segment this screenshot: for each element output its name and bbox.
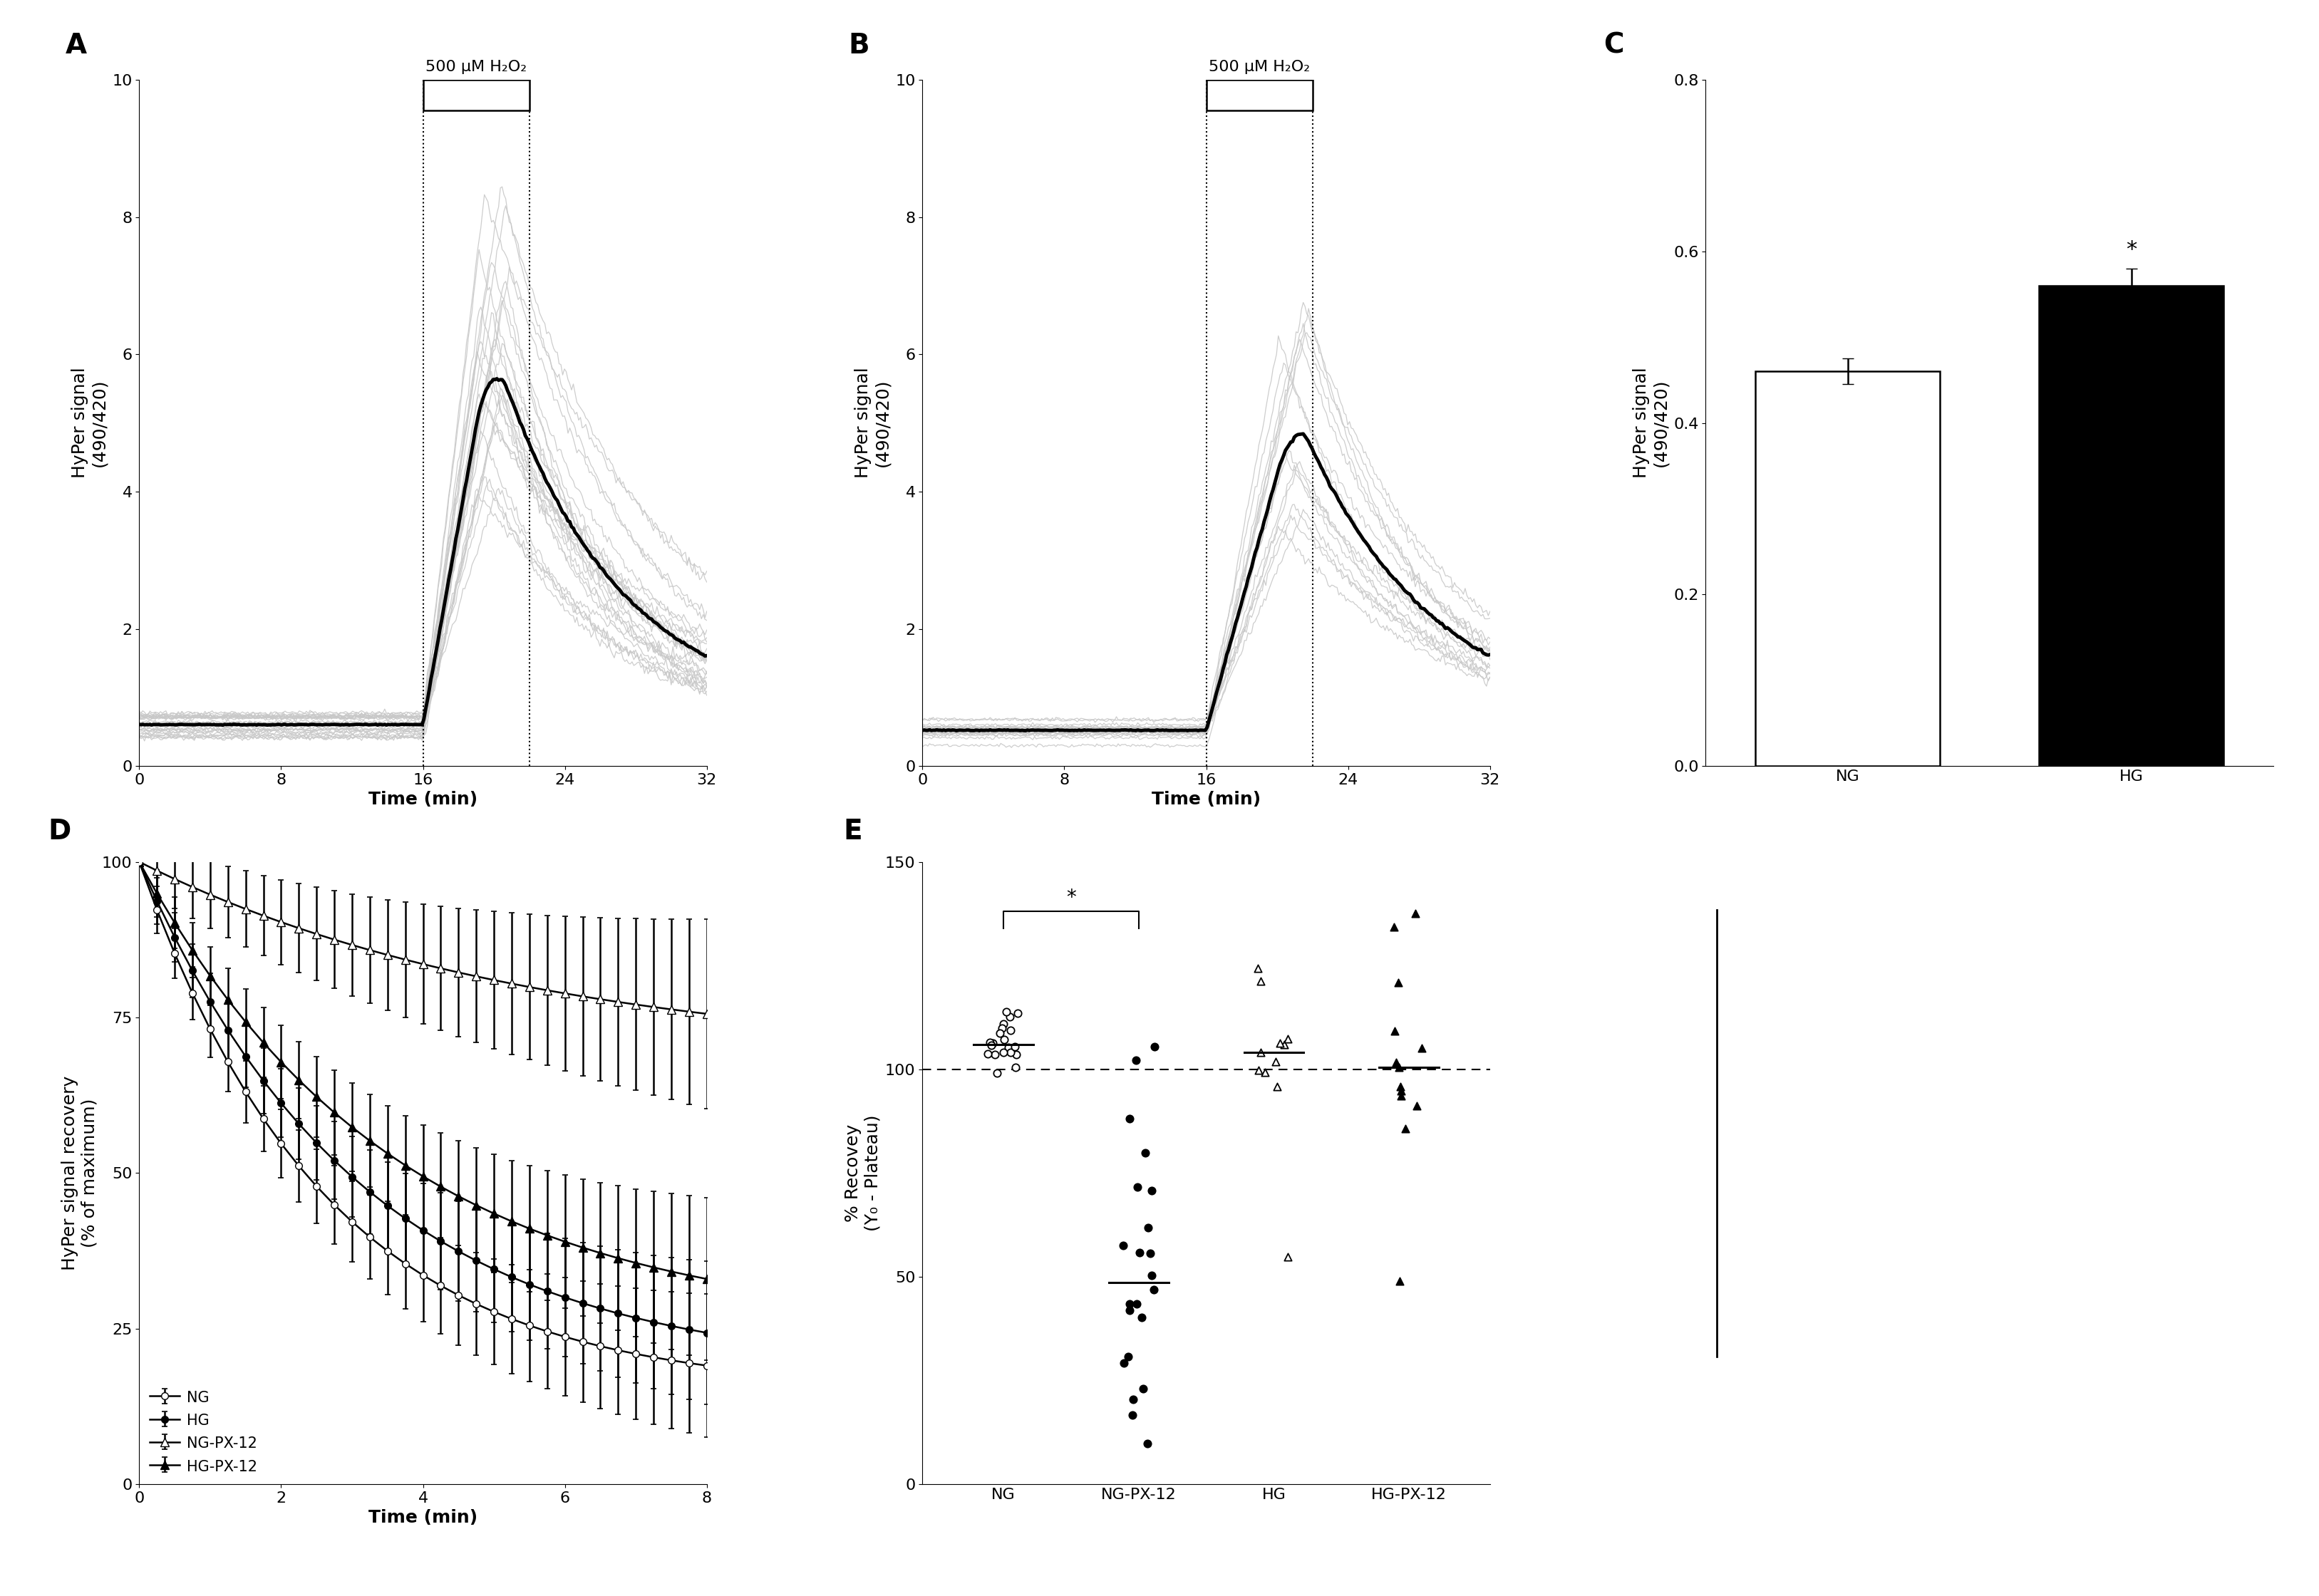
Point <box>1118 1291 1155 1317</box>
Point <box>976 1042 1013 1068</box>
Point <box>979 1060 1016 1085</box>
Bar <box>422 80 529 110</box>
Point <box>1268 1026 1306 1052</box>
Point <box>1403 1036 1440 1061</box>
Point <box>993 1041 1030 1066</box>
Point <box>986 1026 1023 1052</box>
Point <box>1266 1031 1303 1057</box>
Point <box>1382 1074 1419 1100</box>
Y-axis label: HyPer signal
(490/420): HyPer signal (490/420) <box>853 367 890 479</box>
Point <box>1134 1277 1171 1302</box>
Y-axis label: HyPer signal
(490/420): HyPer signal (490/420) <box>72 367 109 479</box>
Point <box>1125 1376 1162 1401</box>
Point <box>1104 1350 1141 1376</box>
Point <box>1104 1232 1141 1258</box>
Point <box>1136 1034 1173 1060</box>
Point <box>993 1018 1030 1044</box>
Point <box>1113 1403 1150 1428</box>
Text: *: * <box>2124 239 2136 260</box>
Text: B: B <box>849 32 870 59</box>
Y-axis label: HyPer signal recovery
(% of maximum): HyPer signal recovery (% of maximum) <box>60 1076 97 1270</box>
Point <box>983 1039 1020 1065</box>
Point <box>1129 1432 1166 1457</box>
Point <box>983 1015 1020 1041</box>
Point <box>1387 1116 1424 1141</box>
Point <box>986 1010 1023 1036</box>
Text: A: A <box>65 32 86 59</box>
Point <box>1129 1215 1166 1240</box>
Point <box>1118 1047 1155 1073</box>
Legend: NG, HG, NG-PX-12, HG-PX-12: NG, HG, NG-PX-12, HG-PX-12 <box>144 1384 262 1479</box>
Point <box>1241 969 1278 994</box>
Point <box>1262 1031 1299 1057</box>
Bar <box>1755 372 1939 766</box>
Point <box>1380 1055 1417 1080</box>
Point <box>1111 1291 1148 1317</box>
Point <box>990 1004 1027 1029</box>
Point <box>1382 1084 1419 1109</box>
Point <box>1111 1106 1148 1132</box>
Point <box>1238 956 1275 982</box>
Point <box>999 1001 1037 1026</box>
Point <box>997 1042 1034 1068</box>
Bar <box>1206 80 1313 110</box>
Point <box>972 1029 1009 1055</box>
Point <box>1245 1060 1282 1085</box>
Point <box>1134 1178 1171 1203</box>
Point <box>972 1033 1009 1058</box>
Y-axis label: HyPer signal
(490/420): HyPer signal (490/420) <box>1633 367 1670 479</box>
Text: *: * <box>1067 887 1076 908</box>
Point <box>969 1041 1006 1066</box>
X-axis label: Time (min): Time (min) <box>1150 792 1262 808</box>
Point <box>1241 1057 1278 1082</box>
Point <box>1134 1262 1171 1288</box>
Point <box>1380 970 1417 996</box>
Point <box>1268 1245 1306 1270</box>
Point <box>1120 1240 1157 1266</box>
Text: C: C <box>1602 32 1623 59</box>
Point <box>1241 1039 1278 1065</box>
Point <box>1127 1140 1164 1165</box>
Point <box>997 1034 1034 1060</box>
Text: 500 μM H₂O₂: 500 μM H₂O₂ <box>1208 61 1310 75</box>
Point <box>1377 1049 1415 1074</box>
Point <box>1375 1018 1412 1044</box>
Point <box>990 1034 1027 1060</box>
Point <box>1118 1175 1155 1200</box>
Y-axis label: % Recovey
(Y₀ - Plateau): % Recovey (Y₀ - Plateau) <box>844 1116 881 1231</box>
Point <box>1257 1049 1294 1074</box>
Point <box>1380 1269 1417 1294</box>
X-axis label: Time (min): Time (min) <box>369 792 478 808</box>
Point <box>1398 1093 1435 1119</box>
Point <box>1375 915 1412 940</box>
Point <box>974 1029 1011 1055</box>
Point <box>1396 900 1433 926</box>
Bar <box>2038 286 2224 766</box>
Point <box>1111 1298 1148 1323</box>
Point <box>981 1020 1018 1045</box>
Text: D: D <box>49 819 72 846</box>
Point <box>1382 1079 1419 1104</box>
Point <box>1132 1240 1169 1266</box>
Text: 500 μM H₂O₂: 500 μM H₂O₂ <box>424 61 526 75</box>
Point <box>1122 1304 1160 1329</box>
Point <box>1259 1074 1296 1100</box>
X-axis label: Time (min): Time (min) <box>369 1510 478 1526</box>
Point <box>1113 1387 1150 1412</box>
Text: E: E <box>842 819 863 846</box>
Point <box>1108 1344 1146 1369</box>
Point <box>988 999 1025 1025</box>
Point <box>997 1055 1034 1080</box>
